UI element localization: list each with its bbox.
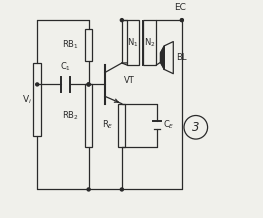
Bar (143, 20, 156, 65)
Text: C$_1$: C$_1$ (60, 60, 71, 73)
Text: N$_2$: N$_2$ (144, 36, 155, 49)
Bar (85, 84, 92, 146)
Circle shape (120, 19, 123, 22)
Polygon shape (160, 46, 164, 69)
Text: 3: 3 (192, 121, 200, 134)
Circle shape (87, 188, 90, 191)
Circle shape (181, 19, 183, 21)
Circle shape (36, 83, 39, 86)
Bar (118, 104, 125, 146)
Text: BL: BL (176, 53, 187, 62)
Text: V$_i$: V$_i$ (22, 93, 32, 106)
Text: C$_E$: C$_E$ (163, 119, 174, 131)
Circle shape (87, 83, 90, 86)
Bar (85, 29, 92, 61)
Text: N$_1$: N$_1$ (127, 36, 139, 49)
Bar (127, 20, 139, 65)
Text: EC: EC (174, 3, 186, 12)
Circle shape (180, 19, 183, 22)
Bar (33, 63, 41, 136)
Text: RB$_2$: RB$_2$ (62, 109, 79, 122)
Text: VT: VT (124, 76, 135, 85)
Circle shape (87, 83, 90, 86)
Circle shape (120, 188, 123, 191)
Text: R$_E$: R$_E$ (102, 119, 114, 131)
Text: RB$_1$: RB$_1$ (62, 39, 79, 51)
